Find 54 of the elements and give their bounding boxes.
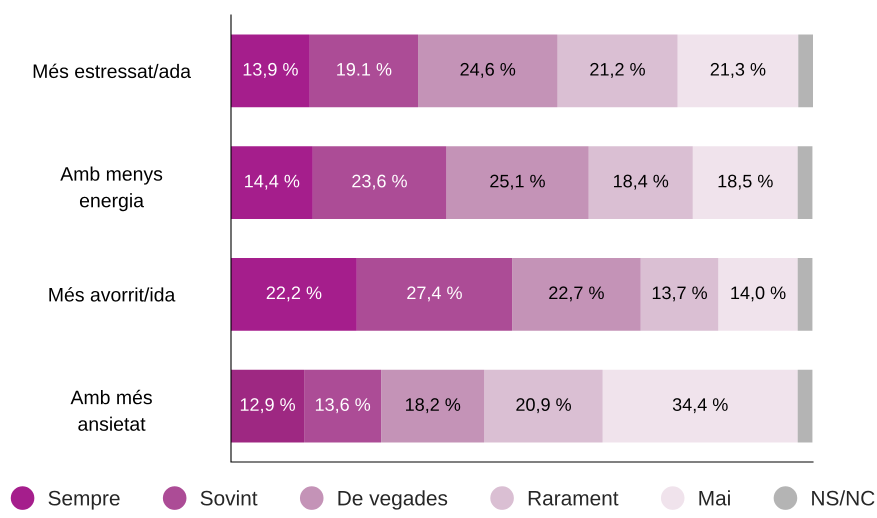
- data-label: 18,2 %: [406, 398, 460, 414]
- bar: [557, 34, 678, 108]
- y-tick-label: Amb menys energia: [60, 166, 162, 212]
- legend-label: De vegades: [338, 490, 448, 510]
- data-label: 21,2 %: [590, 62, 645, 78]
- data-label: 14,0 %: [731, 286, 786, 302]
- bar: [484, 370, 603, 442]
- y-tick-label: Més estressat/ada: [34, 64, 191, 78]
- data-label: 18,4 %: [614, 174, 668, 190]
- bar: [231, 146, 313, 219]
- data-label: 25,1 %: [490, 174, 545, 190]
- bar: [231, 370, 304, 442]
- y-tick-label: Amb més ansietat: [70, 390, 152, 431]
- data-label: 27,4 %: [407, 286, 462, 302]
- data-label: 13,7 %: [652, 286, 708, 302]
- bar: [798, 34, 813, 108]
- legend-label: Mai: [699, 490, 730, 506]
- bar: [692, 146, 798, 219]
- bar: [718, 258, 798, 331]
- bar: [381, 370, 484, 442]
- bar: [798, 258, 812, 331]
- bar: [231, 258, 357, 331]
- data-label: 22,2 %: [266, 286, 322, 302]
- data-label: 18,5 %: [718, 174, 773, 190]
- data-label: 23,6 %: [352, 174, 407, 190]
- bar: [798, 370, 812, 442]
- bar: [512, 258, 641, 331]
- data-label: 13,6 %: [316, 398, 370, 414]
- data-label: 24,6 %: [460, 62, 516, 78]
- bar: [588, 146, 693, 219]
- data-label: 20,9 %: [516, 398, 571, 414]
- legend-label: Sovint: [200, 490, 258, 506]
- data-label: 12,9 %: [240, 398, 296, 414]
- data-label: 13,9 %: [244, 62, 298, 78]
- legend-label: Rarament: [528, 491, 618, 506]
- bar: [310, 34, 418, 108]
- bar: [356, 258, 512, 331]
- legend-label: NS/NC: [812, 490, 874, 506]
- bar: [418, 34, 558, 108]
- data-label: 21,3 %: [710, 62, 766, 78]
- bar: [304, 370, 382, 442]
- data-label: 22,7 %: [549, 286, 604, 302]
- bar: [640, 258, 718, 331]
- bar: [602, 370, 798, 442]
- bar: [678, 34, 798, 108]
- bar: [231, 34, 310, 108]
- bar: [798, 146, 812, 219]
- data-label: 34,4 %: [672, 398, 728, 414]
- bar: [446, 146, 589, 219]
- y-tick-label: Més avorrit/ida: [49, 287, 176, 302]
- data-label: 19.1 %: [337, 62, 392, 76]
- data-label: 14,4 %: [245, 174, 300, 190]
- legend-label: Sempre: [48, 490, 120, 510]
- bar: [312, 146, 446, 219]
